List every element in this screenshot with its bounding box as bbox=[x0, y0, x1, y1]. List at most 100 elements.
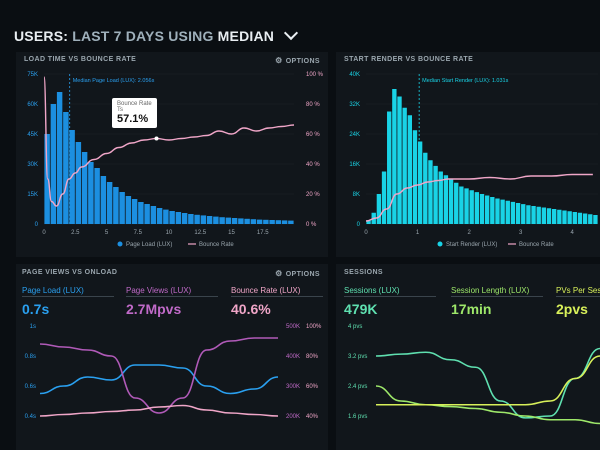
x-tick-label: 7.5 bbox=[134, 230, 143, 236]
bar bbox=[376, 194, 382, 224]
bar bbox=[531, 206, 536, 224]
bar bbox=[510, 201, 516, 224]
bar bbox=[225, 217, 232, 224]
tooltip-sub: Ts bbox=[117, 107, 123, 113]
bar bbox=[469, 190, 474, 224]
bounce-rate-line bbox=[365, 173, 593, 222]
bar bbox=[206, 216, 213, 224]
y-tick-label: 60K bbox=[27, 102, 38, 108]
bar bbox=[433, 165, 438, 224]
legend-label: Start Render (LUX) bbox=[446, 242, 497, 248]
bar bbox=[56, 92, 63, 224]
y-right-tick-label: 80 % bbox=[306, 102, 320, 108]
metric-label-sessions: Sessions (LUX) bbox=[344, 286, 400, 295]
bar bbox=[572, 212, 577, 224]
bar bbox=[593, 215, 598, 224]
y-right-tick-label: 20 % bbox=[306, 192, 320, 198]
chart-page-views: 1s 0.8s 0.6s 0.4s 500K 400K 300K 200K 100% 80% 60%… bbox=[25, 324, 322, 420]
dashboard-title[interactable]: USERS: LAST 7 DAYS USING MEDIAN bbox=[14, 25, 299, 44]
panel-title: START RENDER VS BOUNCE RATE bbox=[344, 56, 474, 63]
bar bbox=[521, 204, 526, 224]
y-tick-label: 4 pvs bbox=[348, 324, 362, 330]
legend-label: Bounce Rate bbox=[199, 242, 234, 248]
bar bbox=[392, 89, 397, 224]
panel-title: PAGE VIEWS VS ONLOAD bbox=[22, 269, 118, 276]
bar bbox=[381, 171, 387, 224]
y-tick-label: 0 bbox=[35, 222, 39, 228]
y-tick-label: 75K bbox=[27, 72, 38, 78]
header-prefix: USERS: bbox=[14, 28, 69, 44]
bar bbox=[428, 160, 433, 224]
bar bbox=[169, 211, 175, 224]
bar bbox=[263, 219, 269, 224]
metric-value-session-length: 17min bbox=[451, 301, 492, 317]
sessions-line bbox=[375, 347, 600, 419]
options-button[interactable]: ⚙ OPTIONS bbox=[275, 269, 320, 278]
bar bbox=[448, 179, 454, 224]
y-tick-label: 2.4 pvs bbox=[348, 384, 367, 390]
y-tick-label: 1s bbox=[30, 324, 36, 330]
y-right-tick-label: 80% bbox=[306, 354, 319, 360]
bar bbox=[526, 205, 531, 224]
x-tick-label: 1 bbox=[416, 230, 420, 236]
bar bbox=[175, 212, 182, 224]
bar bbox=[387, 111, 392, 224]
y-mid-tick-label: 300K bbox=[286, 384, 300, 390]
bar bbox=[150, 206, 157, 224]
bar bbox=[156, 208, 163, 224]
panel-title: SESSIONS bbox=[344, 269, 383, 276]
bar bbox=[407, 115, 412, 224]
bar bbox=[281, 220, 288, 224]
bar bbox=[577, 212, 583, 224]
bar bbox=[490, 197, 495, 224]
x-tick-label: 5 bbox=[105, 230, 109, 236]
median-annotation: Median Start Render (LUX): 1.031s bbox=[422, 78, 508, 84]
bar bbox=[417, 141, 423, 224]
x-tick-label: 0 bbox=[42, 230, 46, 236]
y-right-tick-label: 40 % bbox=[306, 162, 320, 168]
options-button[interactable]: ⚙ OPTIONS bbox=[275, 56, 320, 65]
bar bbox=[479, 194, 485, 224]
y-tick-label: 8K bbox=[353, 192, 360, 198]
metric-divider bbox=[22, 296, 114, 297]
y-tick-label: 0.4s bbox=[25, 414, 36, 420]
bar bbox=[582, 213, 588, 224]
bar bbox=[125, 196, 132, 224]
bar bbox=[100, 176, 107, 224]
header-range: LAST 7 DAYS bbox=[72, 28, 165, 44]
bar bbox=[567, 211, 572, 224]
x-tick-label: 2 bbox=[467, 230, 471, 236]
bar bbox=[50, 104, 57, 224]
header-using: USING bbox=[168, 28, 214, 44]
metric-value-page-views: 2.7Mpvs bbox=[126, 301, 182, 317]
y-mid-tick-label: 200K bbox=[286, 414, 300, 420]
metric-label-page-views: Page Views (LUX) bbox=[126, 286, 192, 295]
bar bbox=[443, 175, 449, 224]
metric-divider bbox=[231, 296, 323, 297]
bar bbox=[275, 220, 282, 224]
bar bbox=[113, 187, 119, 224]
x-tick-label: 4 bbox=[571, 230, 575, 236]
y-right-tick-label: 60% bbox=[306, 384, 319, 390]
bar bbox=[194, 214, 200, 224]
bar bbox=[495, 198, 500, 224]
session-length-line bbox=[375, 385, 600, 425]
chart-load-time: 75K 60K 45K 30K 15K 0 100 % 80 % 60 % 40 % 20 % 0 %… bbox=[27, 72, 324, 248]
y-mid-tick-label: 500K bbox=[286, 324, 300, 330]
bounce-rate-line bbox=[39, 404, 279, 417]
bar bbox=[546, 208, 552, 224]
metric-divider bbox=[451, 296, 543, 297]
median-annotation: Median Page Load (LUX): 2.056s bbox=[73, 78, 155, 84]
x-tick-label: 3 bbox=[519, 230, 523, 236]
x-tick-label: 12.5 bbox=[194, 230, 206, 236]
y-tick-label: 3.2 pvs bbox=[348, 354, 367, 360]
y-tick-label: 45K bbox=[27, 132, 38, 138]
chart-start-render: 40K 32K 24K 16K 8K 0 Median Start Render (LUX)… bbox=[349, 72, 598, 248]
metric-value-pvs: 2pvs bbox=[556, 301, 588, 317]
chevron-down-icon[interactable] bbox=[284, 25, 299, 41]
y-right-tick-label: 100 % bbox=[306, 72, 324, 78]
gear-icon: ⚙ bbox=[275, 56, 283, 65]
panel-load-time: LOAD TIME VS BOUNCE RATE ⚙ OPTIONS 75K 60K… bbox=[16, 52, 328, 257]
bar bbox=[81, 152, 88, 224]
bar bbox=[412, 130, 418, 224]
